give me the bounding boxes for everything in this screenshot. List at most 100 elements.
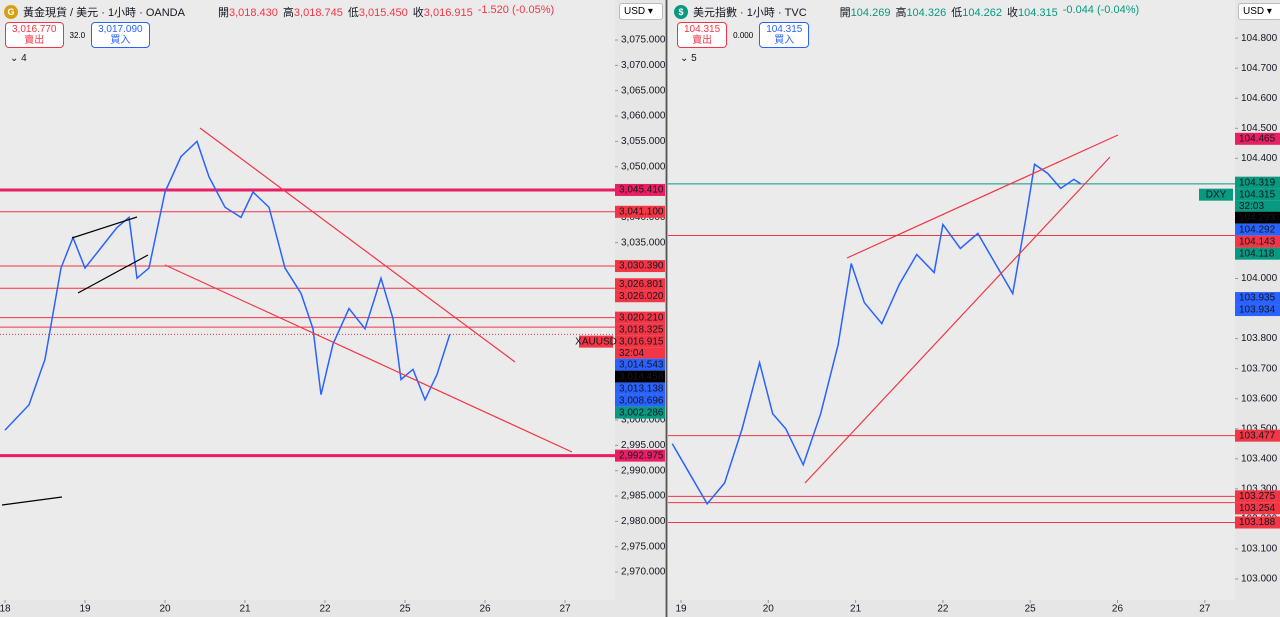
price-tag-label: 3,026.801 xyxy=(619,279,664,290)
price-tag xyxy=(615,260,665,273)
y-tick-label: 104.500 xyxy=(1241,123,1278,134)
buy-button[interactable]: 3,017.090 買入 xyxy=(91,22,150,48)
x-tick-label: 26 xyxy=(479,604,491,615)
quote: 104.315 賣出 0.000 104.315 買入 xyxy=(677,22,810,48)
chart-panel: 103.000103.100103.200103.300103.400103.5… xyxy=(668,0,1280,617)
price-tag xyxy=(615,358,665,371)
ohlc-label: 收 xyxy=(1006,7,1018,19)
price-tag-label: 3,030.390 xyxy=(619,261,664,272)
x-tick-label: 21 xyxy=(239,604,251,615)
plot-background xyxy=(668,0,1235,600)
indicator-count: 5 xyxy=(691,53,697,64)
indicators-toggle[interactable]: ⌄ 4 xyxy=(10,53,27,64)
y-tick-label: 103.700 xyxy=(1241,363,1278,374)
price-tag xyxy=(1235,176,1280,189)
price-line-series xyxy=(671,163,1082,506)
y-tick-label: 3,070.000 xyxy=(621,60,666,71)
ohlc-item: 高104.326 xyxy=(895,4,946,20)
ohlc-item: 收3,016.915 xyxy=(413,4,473,20)
y-tick-label: 3,050.000 xyxy=(621,161,666,172)
ohlc-item: 收104.315 xyxy=(1007,4,1058,20)
bid-label: 賣出 xyxy=(24,35,45,46)
x-axis-background xyxy=(668,600,1235,617)
price-tag-label: 3,014.458 xyxy=(619,371,664,382)
price-tag xyxy=(1235,516,1280,529)
price-tag xyxy=(615,323,665,336)
price-tag xyxy=(615,278,665,291)
header: $ 美元指數 · 1小時 · TVC 開104.269 高104.326 低104.… xyxy=(674,4,1139,20)
y-tick-label: 104.700 xyxy=(1241,63,1278,74)
trend-line xyxy=(804,156,1111,484)
ohlc-label: 開 xyxy=(217,7,229,19)
price-tag xyxy=(1235,304,1280,317)
bid: 3,016.770 xyxy=(12,24,57,35)
price-tag-label: 3,002.286 xyxy=(619,407,664,418)
currency-select[interactable]: USD ▾ xyxy=(1238,3,1280,20)
sell-button[interactable]: 3,016.770 賣出 xyxy=(5,22,64,48)
x-tick-label: 25 xyxy=(1025,604,1037,615)
y-tick-label: 2,990.000 xyxy=(621,465,666,476)
chart-panel: 2,970.000 2,975.000 2,980.000 2,985.000 2,99… xyxy=(0,0,666,617)
ohlc-value: 104.269 xyxy=(850,7,891,19)
symbol-tag xyxy=(579,335,613,348)
y-tick-label: 2,975.000 xyxy=(621,541,666,552)
price-tag xyxy=(615,183,665,196)
price-tag xyxy=(615,335,665,348)
price-tag-label: 3,020.210 xyxy=(619,312,664,323)
price-tag xyxy=(1235,247,1280,260)
price-tag xyxy=(1235,188,1280,201)
ask: 104.315 xyxy=(766,24,803,35)
trend-line xyxy=(71,216,138,239)
ask-label: 買入 xyxy=(774,35,795,46)
trend-line xyxy=(199,127,516,363)
symbol-title[interactable]: 黃金現貨 / 美元 · 1小時 · OANDA xyxy=(23,7,185,19)
symbol-icon: $ xyxy=(674,5,688,19)
x-tick-label: 18 xyxy=(0,604,11,615)
symbol-title[interactable]: 美元指數 · 1小時 · TVC xyxy=(693,7,807,19)
price-tag-label: 2,992.975 xyxy=(619,450,664,461)
price-tag xyxy=(1235,490,1280,503)
x-tick-label: 20 xyxy=(159,604,171,615)
countdown-bg xyxy=(1235,200,1280,212)
y-tick-label: 103.800 xyxy=(1241,333,1278,344)
price-tag-label: 103.477 xyxy=(1239,430,1276,441)
y-tick-label: 2,970.000 xyxy=(621,567,666,578)
x-tick-label: 19 xyxy=(79,604,91,615)
price-tag-label: 104.143 xyxy=(1239,236,1276,247)
ohlc-value: 104.262 xyxy=(962,7,1002,19)
y-tick-label: 104.000 xyxy=(1241,273,1278,284)
price-tag-label: 103.934 xyxy=(1239,305,1276,316)
currency-select[interactable]: USD ▾ xyxy=(619,3,663,20)
y-tick-label: 104.800 xyxy=(1241,33,1278,44)
x-tick-label: 22 xyxy=(937,604,949,615)
x-tick-label: 19 xyxy=(675,604,687,615)
price-tag xyxy=(615,311,665,324)
ohlc-value: 104.315 xyxy=(1017,7,1058,19)
price-tag xyxy=(1235,292,1280,305)
x-tick-label: 27 xyxy=(559,604,571,615)
x-tick-label: 22 xyxy=(319,604,331,615)
axis-background xyxy=(615,0,665,617)
y-tick-label: 3,000.000 xyxy=(621,415,666,426)
sell-button[interactable]: 104.315 賣出 xyxy=(677,22,728,48)
price-tag xyxy=(1235,211,1280,224)
price-tag-label: 103.935 xyxy=(1239,293,1276,304)
price-tag-label: 3,008.696 xyxy=(619,395,664,406)
price-tag xyxy=(1235,132,1280,145)
ohlc-label: 高 xyxy=(895,7,907,19)
x-tick-label: 20 xyxy=(763,604,775,615)
ask-label: 買入 xyxy=(110,35,131,46)
price-tag-label: 104.319 xyxy=(1239,177,1276,188)
price-tag xyxy=(615,205,665,218)
ask: 3,017.090 xyxy=(98,24,143,35)
buy-button[interactable]: 104.315 買入 xyxy=(759,22,810,48)
indicators-toggle[interactable]: ⌄ 5 xyxy=(680,53,697,64)
plot-background xyxy=(0,0,615,600)
y-tick-label: 103.300 xyxy=(1241,483,1278,494)
price-tag xyxy=(1235,429,1280,442)
x-axis-background xyxy=(0,600,615,617)
currency: USD xyxy=(624,6,646,17)
change: -1.520 (-0.05%) xyxy=(477,4,555,16)
y-tick-label: 103.500 xyxy=(1241,423,1278,434)
y-tick-label: 2,985.000 xyxy=(621,491,666,502)
